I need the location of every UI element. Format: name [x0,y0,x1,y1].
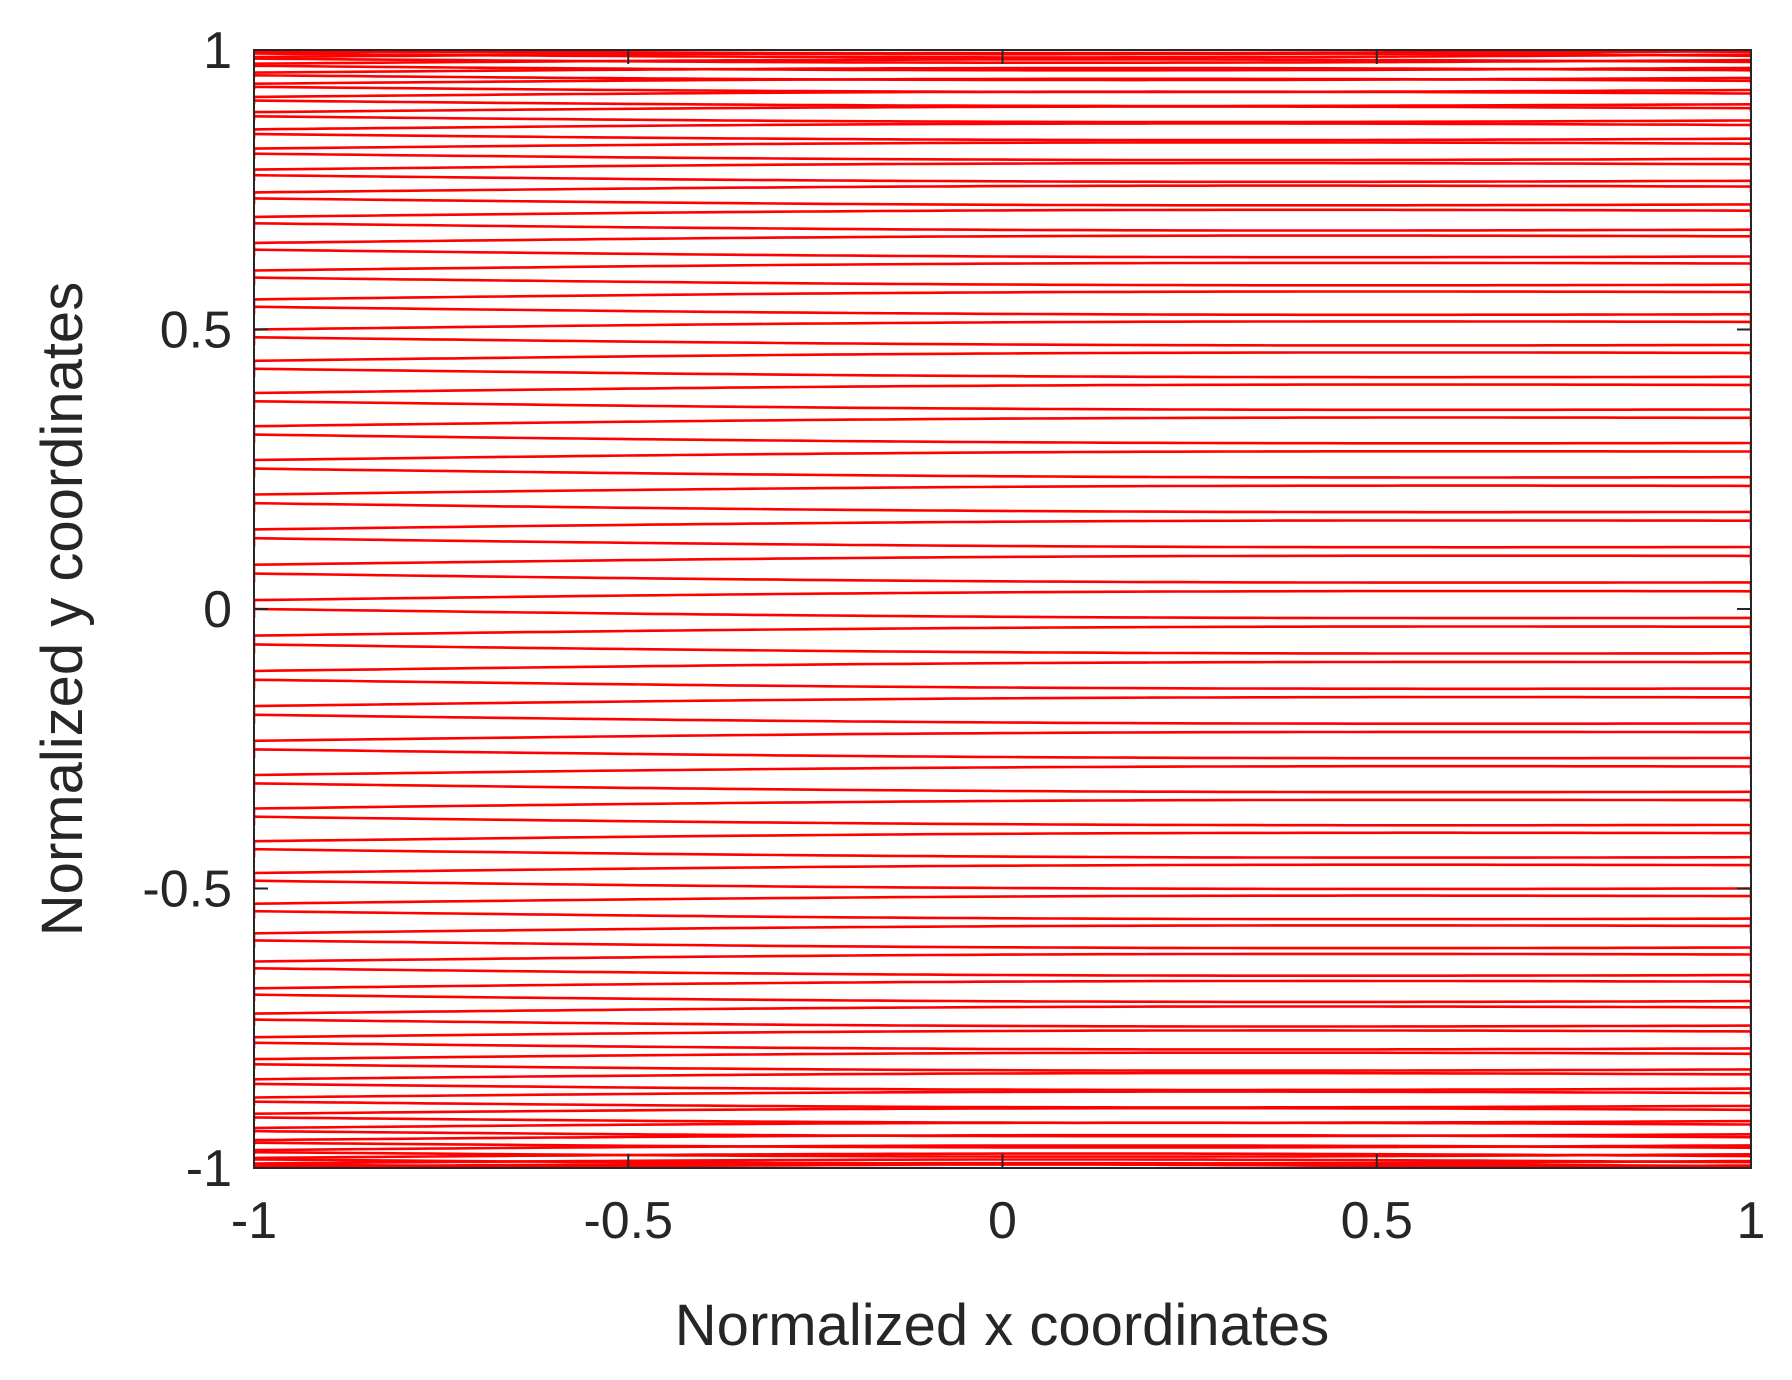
raster-sweep-line [254,122,1751,131]
raster-sweep-line [254,1063,1751,1072]
raster-sweep-line [254,815,1751,827]
raster-sweep-line [254,416,1751,428]
x-tick-label: 0.5 [1341,1192,1413,1250]
y-tick-label: -1 [186,1140,232,1198]
raster-sweep-line [254,1018,1751,1028]
raster-series [254,50,1751,1168]
raster-sweep-line [254,74,1751,82]
raster-sweep-line [254,894,1751,905]
raster-sweep-line [254,764,1751,777]
y-tick-label: -0.5 [142,861,232,919]
x-tick-label: 0 [988,1192,1017,1250]
raster-sweep-line [254,536,1751,549]
raster-sweep-line [254,909,1751,921]
raster-sweep-line [254,967,1751,978]
raster-sweep-line [254,798,1751,810]
raster-sweep-line [254,141,1751,150]
raster-sweep-line [254,1141,1751,1149]
raster-sweep-line [254,501,1751,514]
raster-sweep-line [254,1051,1751,1061]
raster-sweep-line [254,939,1751,950]
raster-sweep-line [254,85,1751,94]
raster-sweep-line [254,572,1751,584]
raster-sweep-line [254,1041,1751,1051]
raster-sweep-line [254,924,1751,935]
raster-sweep-line [254,748,1751,760]
x-axis-label: Normalized x coordinates [675,1293,1329,1358]
raster-sweep-line [254,1100,1751,1109]
raster-sweep-line [254,290,1751,301]
raster-sweep-line [254,678,1751,691]
raster-sweep-line [254,351,1751,363]
y-axis-label: Normalized y coordinates [30,282,95,936]
raster-sweep-line [254,660,1751,673]
x-tick-label: -1 [231,1192,277,1250]
raster-sweep-line [254,484,1751,496]
raster-sweep-line [254,730,1751,743]
raster-sweep-line [254,248,1751,259]
raster-sweep-line [254,879,1751,891]
raster-sweep-line [254,467,1751,479]
raster-sweep-line [254,433,1751,445]
raster-sweep-line [254,184,1751,194]
raster-sweep-line [254,519,1751,531]
raster-sweep-line [254,197,1751,207]
raster-sweep-line [254,261,1751,272]
raster-sweep-line [254,993,1751,1004]
raster-sweep-line [254,1116,1751,1125]
raster-sweep-line [254,208,1751,219]
raster-sweep-line [254,625,1751,637]
raster-sweep-line [254,161,1751,171]
raster-sweep-line [254,367,1751,379]
raster-sweep-line [254,554,1751,566]
raster-sweep-line [254,1029,1751,1039]
raster-sweep-line [254,1082,1751,1092]
y-tick-label: 0 [203,581,232,639]
y-tick-label: 0.5 [160,302,232,360]
raster-sweep-line [254,952,1751,963]
raster-sweep-line [254,234,1751,245]
raster-sweep-line [254,336,1751,347]
raster-sweep-line [254,713,1751,726]
raster-sweep-line [254,1071,1751,1081]
raster-sweep-line [254,132,1751,142]
raster-sweep-line [254,847,1751,859]
raster-sweep-line [254,979,1751,990]
axes: -1 -0.5 0 0.5 1 -1 -0.5 0 0.5 1 [142,22,1765,1250]
raster-sweep-line [254,400,1751,412]
raster-sweep-line [254,831,1751,843]
raster-sweep-line [254,152,1751,162]
raster-sweep-line [254,1005,1751,1015]
raster-sweep-line [254,1129,1751,1138]
raster-sweep-line [254,276,1751,287]
raster-sweep-line [254,863,1751,875]
raster-sweep-line [254,383,1751,395]
raster-sweep-line [254,173,1751,184]
y-tick-label: 1 [203,22,232,80]
x-tick-label: 1 [1737,1192,1766,1250]
raster-sweep-line [254,782,1751,794]
raster-sweep-line [254,695,1751,708]
raster-sweep-line [254,607,1751,620]
raster-sweep-line [254,1090,1751,1099]
raster-sweep-line [254,64,1751,72]
x-tick-label: -0.5 [583,1192,673,1250]
raster-sweep-line [254,320,1751,331]
raster-sweep-line [254,115,1751,124]
raster-sweep-line [254,305,1751,317]
raster-sweep-line [254,449,1751,462]
raster-sweep-line [254,643,1751,655]
raster-sweep-line [254,589,1751,602]
raster-sweep-line [254,222,1751,232]
raster-sweep-line [254,99,1751,108]
